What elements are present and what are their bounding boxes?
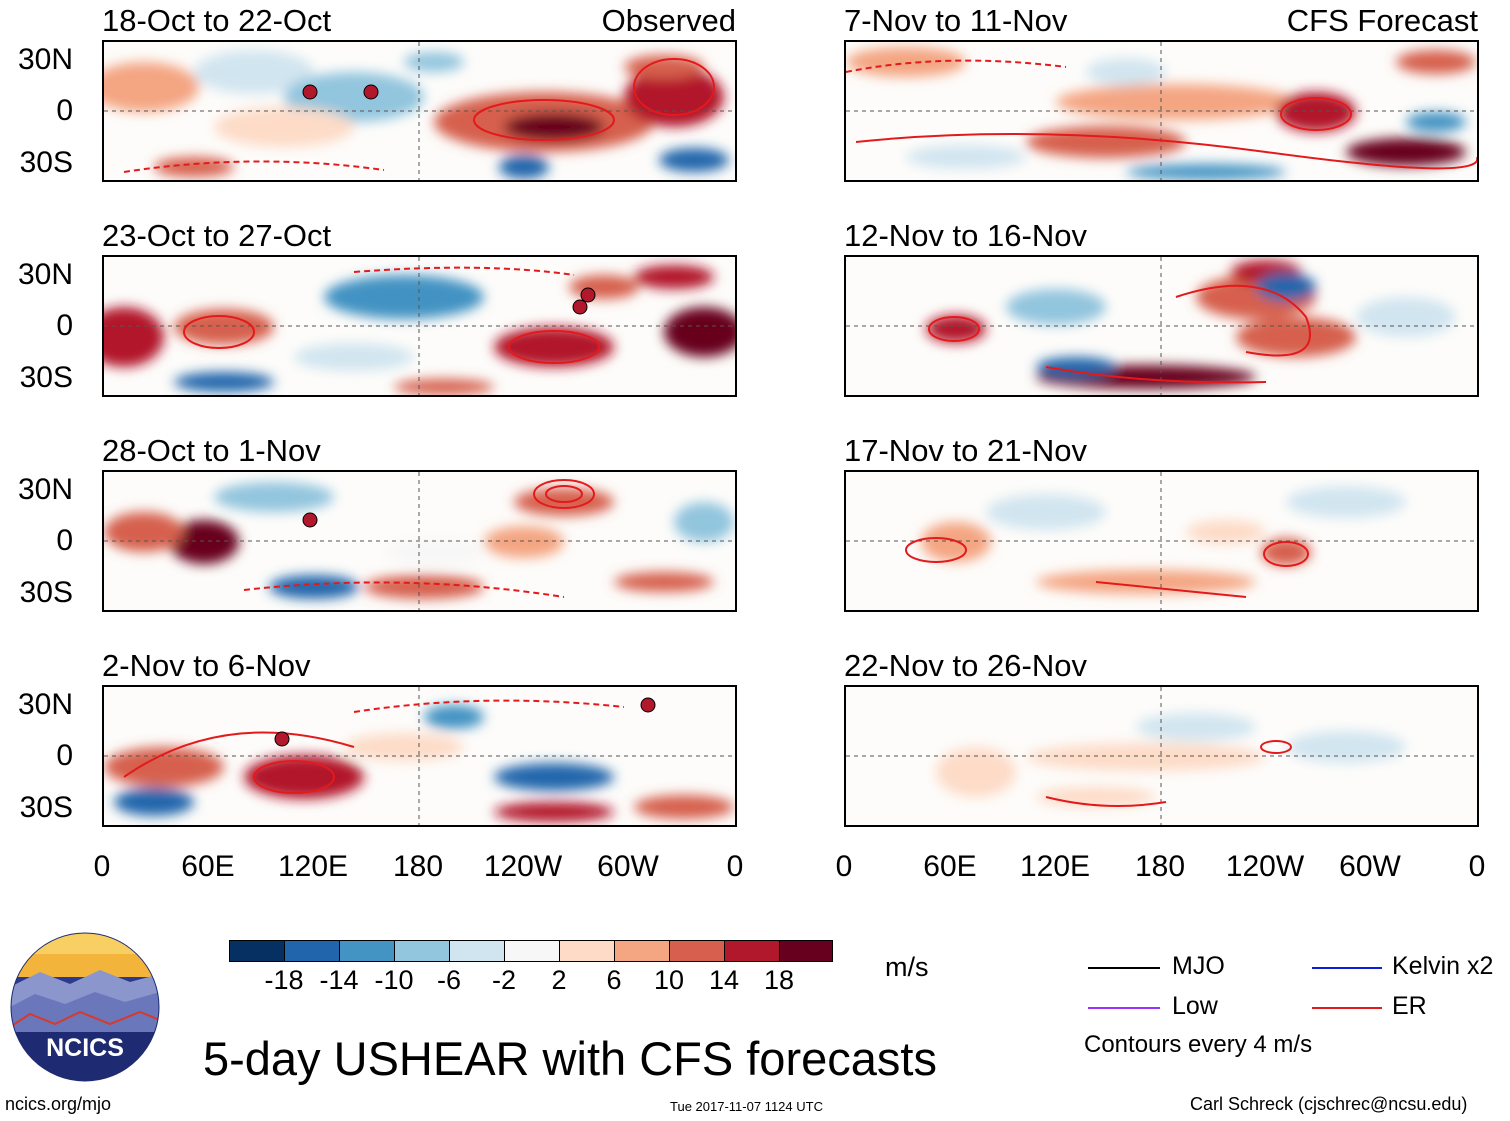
colorbar-swatch xyxy=(614,940,670,962)
colorbar-swatch xyxy=(724,940,780,962)
observed-label: Observed xyxy=(601,3,736,38)
panel-title-obs-3: 28-Oct to 1-Nov xyxy=(102,433,321,468)
panel-title-obs-4: 2-Nov to 6-Nov xyxy=(102,648,311,683)
map-panel-obs-2 xyxy=(102,255,737,397)
legend-line-er xyxy=(1312,1007,1382,1009)
legend-line-low xyxy=(1088,1007,1160,1009)
lon-label: 0 xyxy=(726,850,744,883)
footer-url[interactable]: ncics.org/mjo xyxy=(5,1094,112,1114)
lon-label: 60W xyxy=(597,850,659,883)
panel-title-fcst-2: 12-Nov to 16-Nov xyxy=(844,218,1087,253)
colorbar-label: 10 xyxy=(653,965,685,995)
map-panel-fcst-2 xyxy=(844,255,1479,397)
colorbar-swatch xyxy=(394,940,450,962)
lat-label-eq: 0 xyxy=(56,94,73,127)
map-panel-fcst-1 xyxy=(844,40,1479,182)
colorbar-label: -2 xyxy=(491,965,516,995)
panel-title-obs-2: 23-Oct to 27-Oct xyxy=(102,218,332,253)
legend-label-er: ER xyxy=(1392,992,1427,1020)
lon-label: 120E xyxy=(1019,850,1091,883)
lat-label-eq: 0 xyxy=(56,309,73,342)
footer-timestamp: Tue 2017-11-07 1124 UTC xyxy=(670,1099,823,1114)
legend-label-kelvin: Kelvin x2 xyxy=(1392,952,1494,980)
colorbar-swatch xyxy=(504,940,560,962)
lat-label-30n: 30N xyxy=(17,43,73,76)
colorbar-label: -10 xyxy=(374,965,414,995)
lon-label: 180 xyxy=(1134,850,1186,883)
lat-label-30n: 30N xyxy=(17,473,73,506)
colorbar-swatch xyxy=(669,940,725,962)
footer-credit: Carl Schreck (cjschrec@ncsu.edu) xyxy=(1190,1094,1468,1114)
lon-label: 0 xyxy=(1468,850,1486,883)
lon-label: 120E xyxy=(277,850,349,883)
colorbar-label: 18 xyxy=(763,965,795,995)
lat-label-30s: 30S xyxy=(19,361,73,394)
forecast-label: CFS Forecast xyxy=(1286,3,1478,38)
map-panel-obs-3 xyxy=(102,470,737,612)
lon-label: 0 xyxy=(93,850,111,883)
colorbar-label: 2 xyxy=(551,965,567,995)
lon-label: 120W xyxy=(483,850,563,883)
legend-label-mjo: MJO xyxy=(1172,952,1225,980)
colorbar-label: -18 xyxy=(264,965,304,995)
panel-title-obs-1: 18-Oct to 22-Oct xyxy=(102,3,332,38)
colorbar-swatch xyxy=(779,940,833,962)
map-panel-fcst-4 xyxy=(844,685,1479,827)
colorbar: -18 -14 -10 -6 -2 2 6 10 14 18 xyxy=(229,940,833,1000)
colorbar-label: 14 xyxy=(708,965,740,995)
panel-title-fcst-4: 22-Nov to 26-Nov xyxy=(844,648,1087,683)
lon-label: 180 xyxy=(392,850,444,883)
map-panel-obs-4 xyxy=(102,685,737,827)
ncics-logo: NCICS xyxy=(10,932,160,1082)
chart-title: 5-day USHEAR with CFS forecasts xyxy=(203,1032,937,1085)
colorbar-swatch xyxy=(339,940,395,962)
lon-label: 120W xyxy=(1225,850,1305,883)
lon-label: 60E xyxy=(181,850,235,883)
legend-line-mjo xyxy=(1088,967,1160,969)
units-label: m/s xyxy=(885,952,929,982)
lon-label: 60W xyxy=(1339,850,1401,883)
legend-line-kelvin xyxy=(1312,967,1382,969)
lat-label-eq: 0 xyxy=(56,524,73,557)
lon-label: 60E xyxy=(923,850,977,883)
contour-note: Contours every 4 m/s xyxy=(1084,1031,1313,1058)
colorbar-swatch xyxy=(559,940,615,962)
lon-label: 0 xyxy=(835,850,853,883)
lat-label-30n: 30N xyxy=(17,688,73,721)
colorbar-label: -6 xyxy=(436,965,461,995)
colorbar-label: 6 xyxy=(606,965,622,995)
panel-title-fcst-3: 17-Nov to 21-Nov xyxy=(844,433,1087,468)
lat-label-30n: 30N xyxy=(17,258,73,291)
legend-label-low: Low xyxy=(1172,992,1218,1020)
lat-label-30s: 30S xyxy=(19,146,73,179)
lat-label-eq: 0 xyxy=(56,739,73,772)
lat-label-30s: 30S xyxy=(19,791,73,824)
lat-label-30s: 30S xyxy=(19,576,73,609)
map-panel-obs-1 xyxy=(102,40,737,182)
colorbar-swatch xyxy=(449,940,505,962)
panel-title-fcst-1: 7-Nov to 11-Nov xyxy=(844,3,1068,38)
colorbar-swatch xyxy=(284,940,340,962)
colorbar-swatch xyxy=(229,940,285,962)
map-panel-fcst-3 xyxy=(844,470,1479,612)
colorbar-label: -14 xyxy=(319,965,359,995)
logo-text: NCICS xyxy=(46,1034,124,1062)
